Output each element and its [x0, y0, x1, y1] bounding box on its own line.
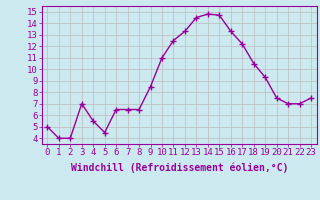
- X-axis label: Windchill (Refroidissement éolien,°C): Windchill (Refroidissement éolien,°C): [70, 163, 288, 173]
